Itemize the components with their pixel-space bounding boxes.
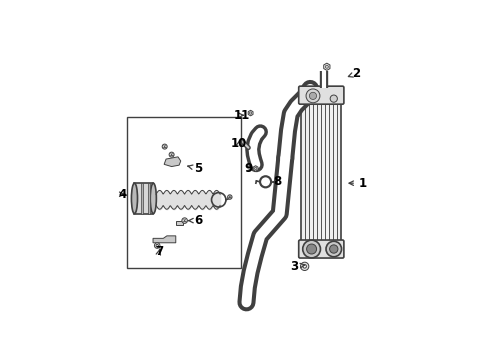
Polygon shape	[323, 63, 329, 70]
Circle shape	[325, 241, 341, 257]
Circle shape	[329, 245, 337, 253]
Text: 9: 9	[244, 162, 252, 175]
Circle shape	[169, 152, 174, 157]
Polygon shape	[248, 110, 252, 116]
Circle shape	[306, 244, 316, 254]
Text: 2: 2	[347, 67, 359, 80]
Polygon shape	[253, 166, 258, 171]
Text: 7: 7	[155, 245, 163, 258]
Bar	[127, 117, 241, 268]
FancyBboxPatch shape	[298, 86, 343, 104]
Text: 3: 3	[289, 260, 304, 273]
Text: 5: 5	[187, 162, 202, 175]
Circle shape	[302, 265, 306, 268]
Text: 10: 10	[230, 137, 246, 150]
Text: 6: 6	[188, 214, 203, 227]
Ellipse shape	[131, 183, 137, 214]
Bar	[148, 183, 149, 214]
Circle shape	[249, 112, 251, 114]
Text: 1: 1	[348, 177, 366, 190]
Circle shape	[182, 218, 187, 223]
Circle shape	[254, 167, 256, 170]
FancyBboxPatch shape	[298, 240, 343, 258]
Text: 8: 8	[272, 175, 281, 188]
Circle shape	[302, 240, 320, 258]
Circle shape	[227, 195, 232, 199]
Circle shape	[156, 244, 158, 247]
Text: 11: 11	[233, 109, 250, 122]
Ellipse shape	[150, 183, 156, 214]
Text: 4: 4	[118, 188, 126, 201]
Circle shape	[162, 144, 167, 149]
Circle shape	[325, 65, 327, 68]
Polygon shape	[175, 221, 183, 225]
Bar	[134, 183, 153, 214]
Circle shape	[329, 95, 337, 102]
Bar	[301, 103, 341, 242]
Polygon shape	[153, 236, 175, 243]
Bar	[141, 183, 142, 214]
Circle shape	[309, 92, 316, 99]
Circle shape	[154, 243, 160, 248]
Polygon shape	[164, 157, 181, 167]
Circle shape	[300, 262, 308, 270]
Circle shape	[305, 89, 319, 103]
